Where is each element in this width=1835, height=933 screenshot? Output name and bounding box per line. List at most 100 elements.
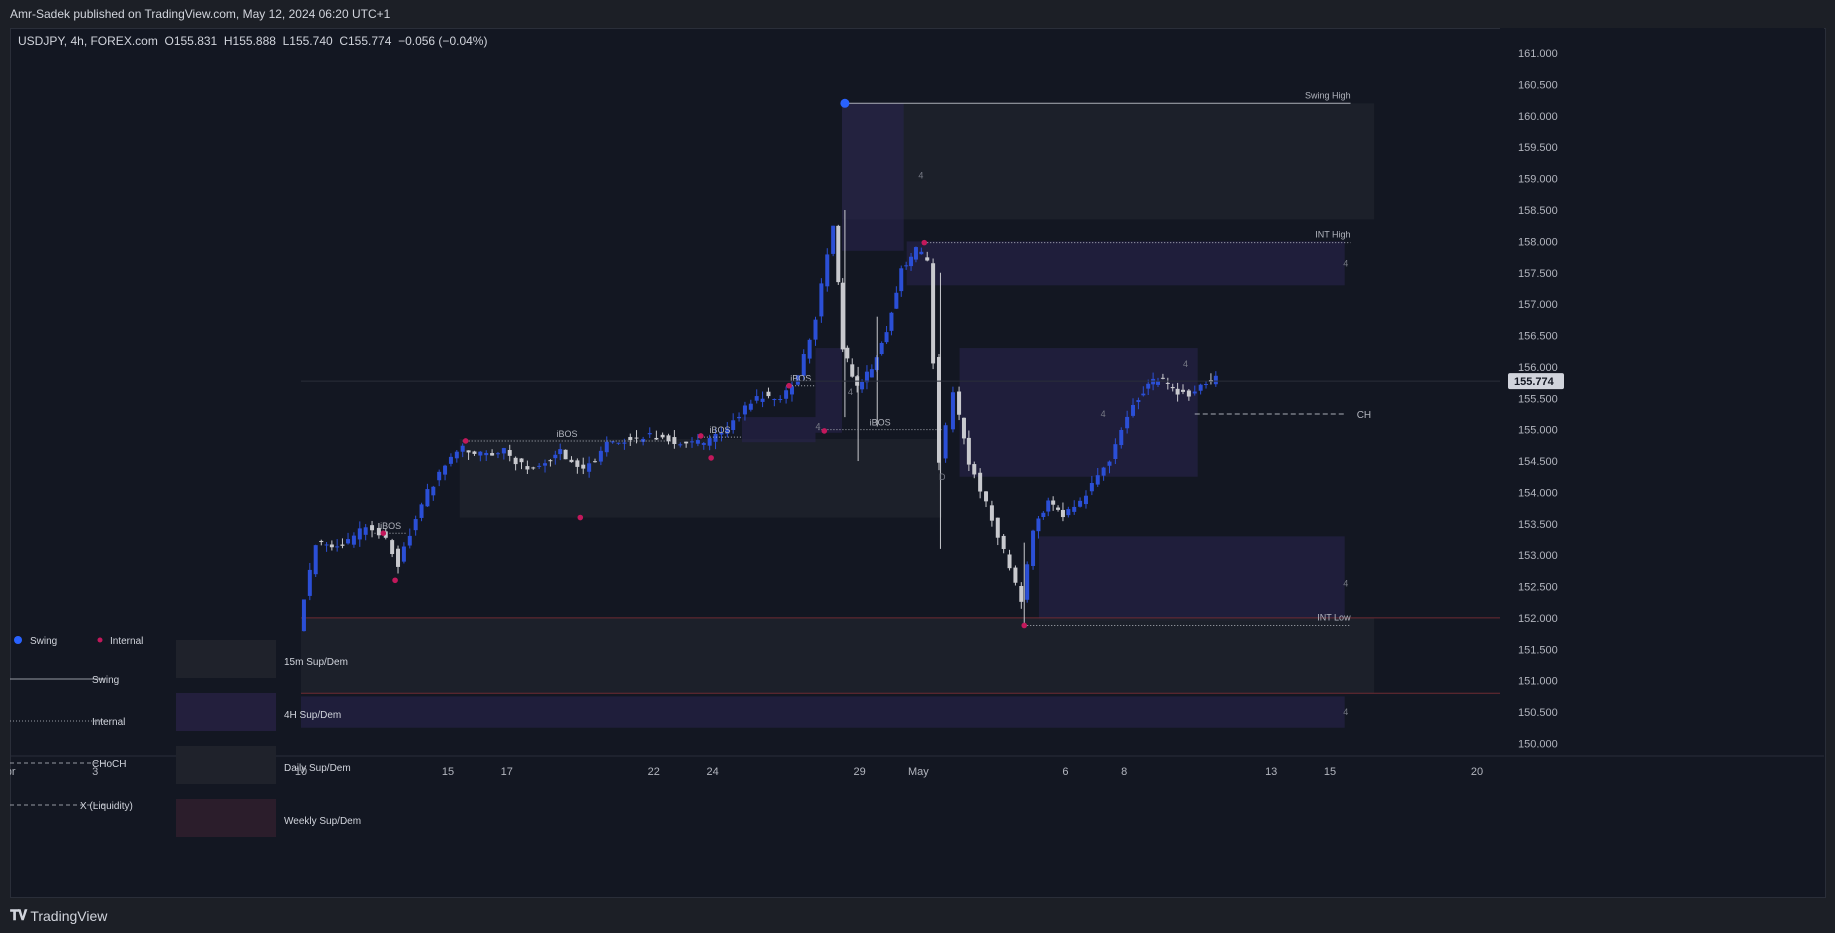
price-tick-label: 150.500 — [1518, 707, 1558, 719]
candle-body — [558, 449, 563, 455]
price-tick-label: 152.000 — [1518, 613, 1558, 625]
candle-body — [819, 283, 824, 317]
structure-label: INT Low — [1317, 612, 1351, 622]
candle-body — [575, 460, 580, 467]
candle-body — [1046, 500, 1051, 512]
candle-body — [425, 489, 430, 507]
candle-body — [484, 452, 489, 456]
price-tick-label: 158.500 — [1518, 205, 1558, 217]
candle-body — [850, 364, 855, 377]
candle-body — [772, 399, 777, 401]
candle-body — [1019, 586, 1024, 602]
legend-style-label: Internal — [92, 717, 125, 728]
publisher-header: Amr-Sadek published on TradingView.com, … — [0, 0, 1835, 28]
footer-brand[interactable]: TradingView — [30, 907, 108, 924]
price-axis-background — [1500, 28, 1824, 756]
candle-body — [351, 535, 356, 545]
candle-body — [1146, 383, 1151, 389]
candle-body — [1095, 475, 1100, 485]
price-tick-label: 155.000 — [1518, 425, 1558, 437]
candle-body — [1175, 388, 1180, 395]
candle-body — [1151, 378, 1156, 385]
candle-body — [563, 449, 568, 460]
candle-body — [995, 517, 1000, 538]
zone-marker: 4 — [918, 171, 923, 181]
candle-body — [813, 319, 818, 340]
candle-body — [1165, 382, 1170, 384]
candle-body — [543, 463, 548, 466]
candle-body — [324, 544, 329, 546]
candle-body — [1013, 567, 1018, 583]
candle-body — [1136, 400, 1141, 403]
candlestick-chart[interactable]: Swing High INT High CH INT Low iBOS iBOS iBOS i… — [10, 28, 1826, 898]
candle-body — [628, 437, 633, 440]
time-tick-label: 3 — [92, 766, 98, 778]
candle-body — [989, 505, 994, 521]
candle-body — [950, 392, 955, 430]
price-tick-label: 157.500 — [1518, 268, 1558, 280]
candle-body — [654, 437, 659, 440]
candle-body — [884, 332, 889, 343]
internal-point — [921, 239, 928, 246]
candle-body — [413, 519, 418, 531]
supply-demand-zone — [841, 103, 904, 251]
candle-body — [737, 416, 742, 419]
candle-body — [1001, 535, 1006, 549]
tradingview-logo-icon[interactable]: 𝐓𝐕 — [10, 907, 27, 923]
candle-body — [719, 432, 724, 435]
symbol-name[interactable]: USDJPY, 4h, FOREX.com — [18, 34, 158, 48]
price-tick-label: 157.000 — [1518, 299, 1558, 311]
candle-body — [1204, 384, 1209, 386]
internal-point — [698, 433, 704, 439]
candle-body — [587, 463, 592, 472]
candle-body — [943, 425, 948, 459]
internal-point — [821, 428, 828, 434]
internal-point — [708, 455, 714, 461]
time-tick-label: 15 — [1324, 766, 1336, 778]
candle-body — [1192, 391, 1197, 394]
price-tick-label: 160.500 — [1518, 79, 1558, 91]
low-value: L155.740 — [282, 34, 333, 48]
supply-demand-zone — [906, 241, 1345, 286]
close-value: C155.774 — [339, 34, 392, 48]
legend-zone-swatch — [176, 799, 276, 837]
neutral-zone — [301, 617, 1375, 694]
candle-body — [1125, 416, 1130, 429]
high-value: H155.888 — [223, 34, 276, 48]
candle-body — [390, 540, 395, 555]
candle-body — [301, 599, 306, 632]
candle-body — [363, 527, 368, 535]
candle-body — [925, 257, 930, 261]
candle-body — [376, 527, 381, 536]
candle-body — [507, 450, 512, 456]
zone-marker: 4 — [1183, 359, 1188, 369]
price-tick-label: 152.500 — [1518, 582, 1558, 594]
candle-body — [1141, 393, 1146, 396]
legend-swing-label: Swing — [30, 636, 57, 647]
time-tick-label: 29 — [853, 766, 865, 778]
zone-marker: 4 — [848, 387, 853, 397]
swing-point — [840, 98, 850, 108]
legend-zone-label: Daily Sup/Dem — [284, 763, 351, 774]
candle-body — [904, 265, 909, 267]
candle-body — [329, 544, 334, 548]
candle-body — [707, 438, 712, 446]
candle-body — [789, 386, 794, 395]
candle-body — [731, 420, 736, 430]
candle-body — [454, 451, 459, 459]
candle-body — [313, 545, 318, 575]
ibos-label: iBOS — [380, 521, 401, 531]
structure-label: Swing High — [1305, 90, 1351, 100]
candle-body — [537, 465, 542, 467]
candle-body — [836, 225, 841, 283]
candle-body — [801, 354, 806, 376]
candle-body — [978, 472, 983, 492]
internal-point — [392, 577, 398, 584]
price-tick-label: 158.000 — [1518, 236, 1558, 248]
legend-style-label: Swing — [92, 675, 119, 686]
candle-body — [370, 525, 375, 531]
price-tick-label: 154.000 — [1518, 487, 1558, 499]
candle-body — [616, 442, 621, 444]
change-value: −0.056 (−0.04%) — [398, 34, 488, 48]
candle-body — [742, 405, 747, 415]
